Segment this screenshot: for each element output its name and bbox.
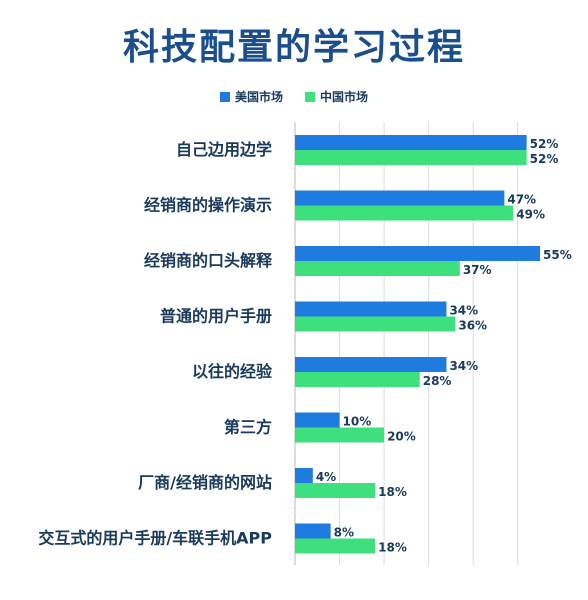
category-label: 厂商/经销商的网站 [138,473,272,492]
data-label: 28% [423,374,452,388]
category-label: 经销商的口头解释 [144,251,273,270]
legend-swatch-us [219,91,230,102]
data-label: 8% [334,526,354,540]
category-label: 经销商的操作演示 [144,196,272,215]
data-label: 4% [316,470,336,484]
category-label: 自己边用边学 [176,140,272,159]
category-label: 交互式的用户手册/车联手机APP [38,529,272,548]
bar-cn [295,205,514,221]
legend-swatch-cn [305,91,315,102]
data-label: 10% [343,415,372,429]
data-label: 52% [530,137,559,151]
bar-us [295,190,505,206]
legend-label-cn: 中国市场 [320,90,369,104]
bar-us [295,301,447,317]
bar-cn [295,372,420,387]
bar-cn [295,483,376,498]
bar-cn [295,316,456,332]
bar-us [295,357,447,372]
data-label: 18% [378,541,407,555]
chart-title: 科技配置的学习过程 [122,27,465,68]
bar-cn [295,261,460,276]
data-label: 55% [543,248,572,262]
data-label: 37% [463,263,492,277]
legend-label-us: 美国市场 [234,90,283,104]
bar-us [295,135,527,150]
bar-us [295,468,313,483]
data-label: 52% [530,152,559,166]
data-label: 36% [458,319,487,333]
legend: 美国市场 中国市场 [0,88,588,105]
data-label: 49% [516,208,545,222]
data-label: 20% [387,430,416,444]
data-label: 47% [507,193,536,207]
bar-cn [295,150,527,165]
bar-cn [295,427,385,443]
bar-us [295,412,340,428]
data-label: 34% [449,359,478,373]
legend-item-cn: 中国市场 [305,88,368,105]
bar-us [295,246,540,261]
legend-item-us: 美国市场 [219,88,283,105]
category-label: 第三方 [224,418,272,437]
bar-cn [295,538,376,554]
category-label: 普通的用户手册 [160,307,272,326]
data-label: 18% [378,485,407,499]
category-label: 以往的经验 [192,362,273,381]
data-label: 34% [449,304,478,318]
bar-us [295,523,331,539]
